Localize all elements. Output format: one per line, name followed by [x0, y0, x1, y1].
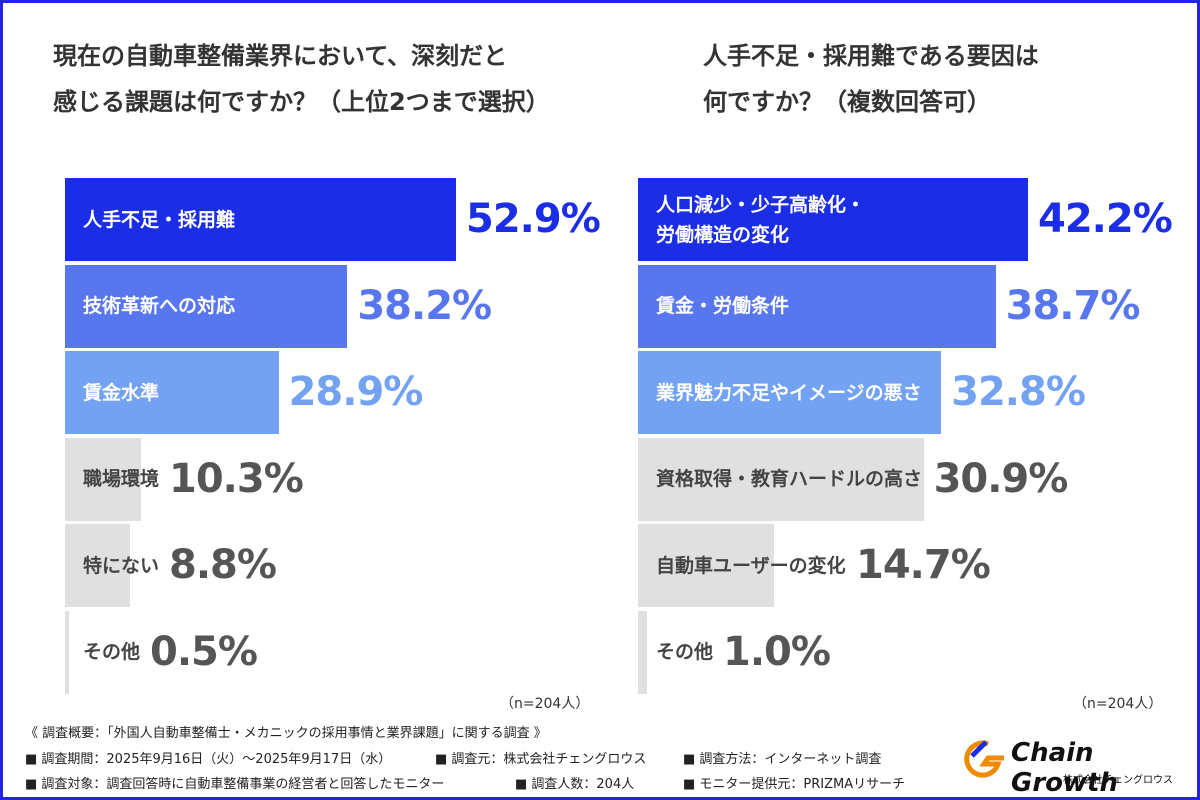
category-label: その他 — [83, 641, 141, 663]
bar — [638, 524, 774, 607]
category-label: その他 — [656, 641, 714, 663]
value-label: 32.8% — [951, 369, 1086, 415]
value-label: 8.8% — [169, 542, 277, 588]
value-label: 14.7% — [856, 542, 991, 588]
bar — [65, 178, 456, 261]
bar — [65, 437, 142, 521]
logo-name: Chain Growth — [1011, 738, 1118, 798]
logo-icon — [964, 740, 1004, 778]
footer-item: ■ 調査対象：調査回答時に自動車整備事業の経営者と回答したモニター — [25, 777, 445, 792]
value-label: 38.7% — [1005, 282, 1141, 329]
sample-note: （n=204人） — [1073, 696, 1163, 712]
bar — [65, 351, 279, 434]
bar — [65, 610, 69, 694]
value-label: 10.3% — [169, 455, 304, 502]
value-label: 1.0% — [723, 628, 831, 675]
bar — [65, 524, 131, 607]
value-label: 28.9% — [288, 369, 424, 415]
bar — [638, 437, 924, 521]
category-label: 賃金・労働条件 — [656, 295, 790, 317]
footer-item: ■ モニター提供元：PRIZMAリサーチ — [683, 777, 906, 792]
bar — [638, 610, 648, 694]
category-label: 人手不足・採用難 — [83, 208, 236, 231]
category-label: 特にない — [83, 554, 160, 577]
value-label: 38.2% — [357, 282, 492, 329]
category-label: 自動車ユーザーの変化 — [656, 554, 846, 577]
bar — [65, 264, 348, 348]
value-label: 52.9% — [466, 196, 601, 242]
category-label: 業界魅力不足やイメージの悪さ — [656, 381, 922, 404]
footer-heading: 《 調査概要：「外国人自動車整備士・メカニックの採用事情と業界課題」に関する調査… — [25, 726, 547, 741]
category-label: 人口減少・少子高齢化・ 労働構造の変化 — [656, 193, 866, 246]
category-label: 賃金水準 — [83, 381, 160, 404]
value-label: 30.9% — [933, 455, 1069, 502]
chart-title: 人手不足・採用難である要因は 何ですか？（複数回答可） — [703, 42, 1039, 116]
category-label: 資格取得・教育ハードルの高さ — [656, 468, 923, 490]
bar — [638, 264, 996, 348]
bar — [638, 351, 942, 434]
value-label: 0.5% — [150, 628, 258, 675]
footer-item: ■ 調査人数：204人 — [515, 777, 635, 792]
bar — [638, 178, 1028, 261]
footer-item: ■ 調査方法：インターネット調査 — [683, 752, 882, 767]
footer-item: ■ 調査元：株式会社チェングロウス — [435, 752, 647, 767]
sample-note: （n=204人） — [500, 696, 590, 712]
category-label: 職場環境 — [83, 468, 160, 490]
value-label: 42.2% — [1038, 196, 1173, 242]
footer-item: ■ 調査期間：2025年9月16日（火）～2025年9月17日（水） — [25, 752, 392, 767]
category-label: 技術革新への対応 — [83, 295, 236, 317]
chart-title: 現在の自動車整備業界において、深刻だと 感じる課題は何ですか？（上位2つまで選択… — [53, 42, 550, 116]
logo-company: 株式会社チェングロウス — [1063, 775, 1173, 786]
